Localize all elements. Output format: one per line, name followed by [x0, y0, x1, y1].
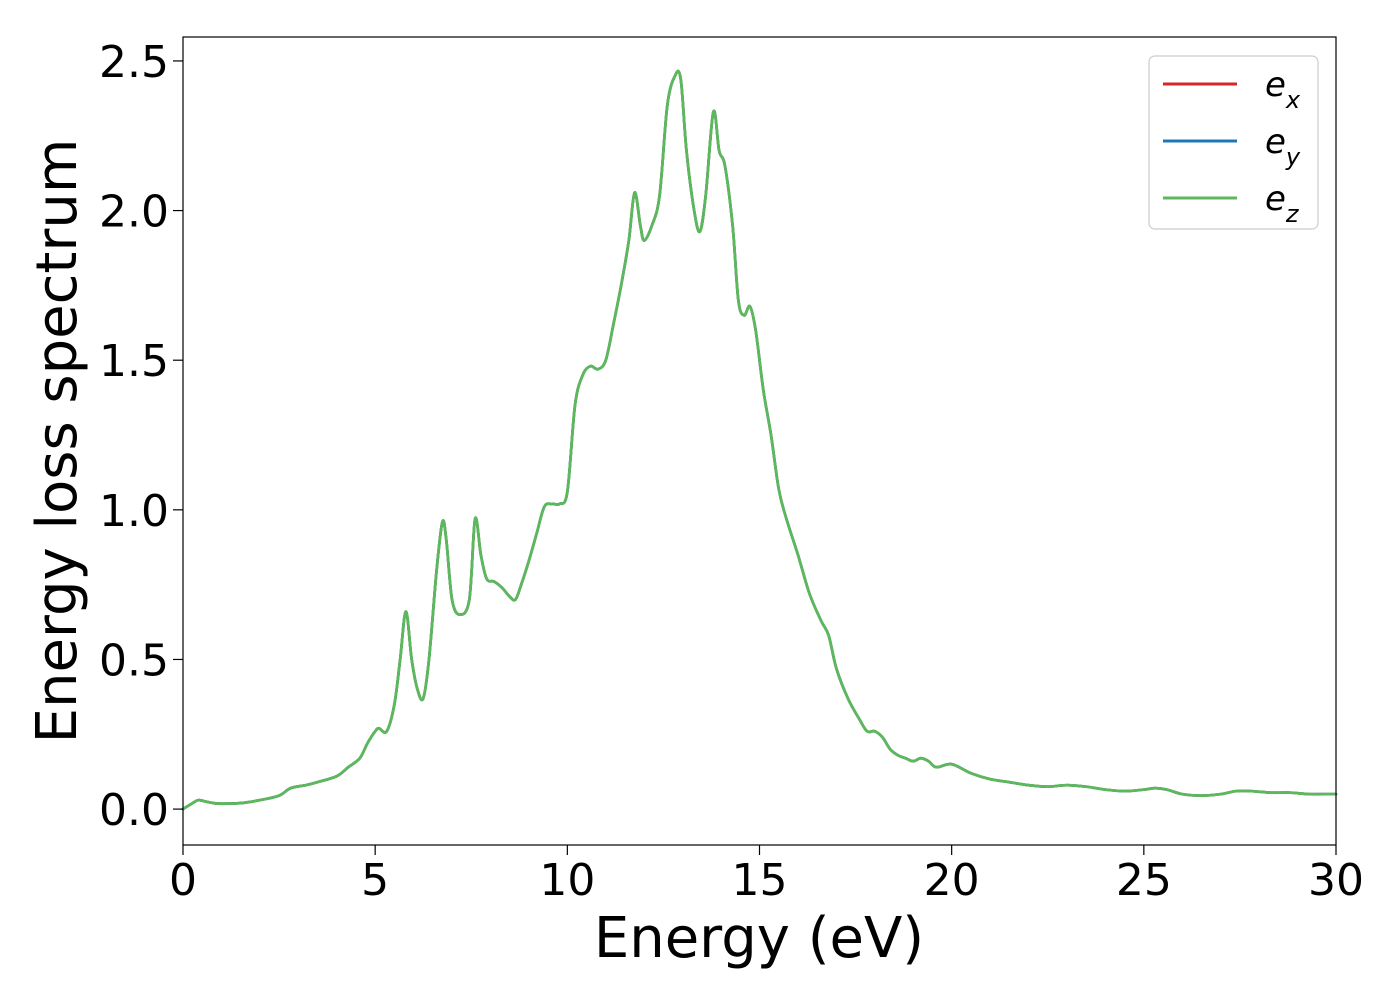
x-tick-label: 0 — [169, 855, 197, 906]
legend-label-subscript: x — [1285, 86, 1301, 114]
y-tick-label: 1.0 — [99, 486, 169, 537]
legend-label-subscript: y — [1285, 143, 1301, 171]
legend-label-subscript: z — [1285, 200, 1300, 228]
plot-area — [181, 69, 1338, 811]
x-tick-label: 15 — [732, 855, 788, 906]
x-tick-label: 10 — [539, 855, 595, 906]
legend-label-base: e — [1265, 122, 1286, 162]
x-tick-label: 5 — [361, 855, 389, 906]
legend-label-e-z: ez — [1265, 179, 1300, 228]
x-tick-label: 30 — [1308, 855, 1364, 906]
y-axis: 0.0 0.5 1.0 1.5 2.0 2.5 — [99, 37, 183, 836]
y-axis-label: Energy loss spectrum — [25, 139, 90, 744]
y-tick-label: 1.5 — [99, 336, 169, 387]
x-tick-label: 25 — [1116, 855, 1172, 906]
y-tick-label: 0.0 — [99, 785, 169, 836]
x-axis: 0 5 10 15 20 25 30 — [169, 845, 1364, 906]
x-tick-label: 20 — [924, 855, 980, 906]
legend-label-base: e — [1265, 65, 1286, 105]
legend-label-e-x: ex — [1265, 65, 1301, 114]
y-tick-label: 0.5 — [99, 635, 169, 686]
y-tick-label: 2.0 — [99, 187, 169, 238]
x-axis-label: Energy (eV) — [594, 906, 924, 971]
series-line-e-z — [181, 69, 1338, 811]
legend-label-base: e — [1265, 179, 1286, 219]
y-tick-label: 2.5 — [99, 37, 169, 88]
legend-label-e-y: ey — [1265, 122, 1301, 171]
